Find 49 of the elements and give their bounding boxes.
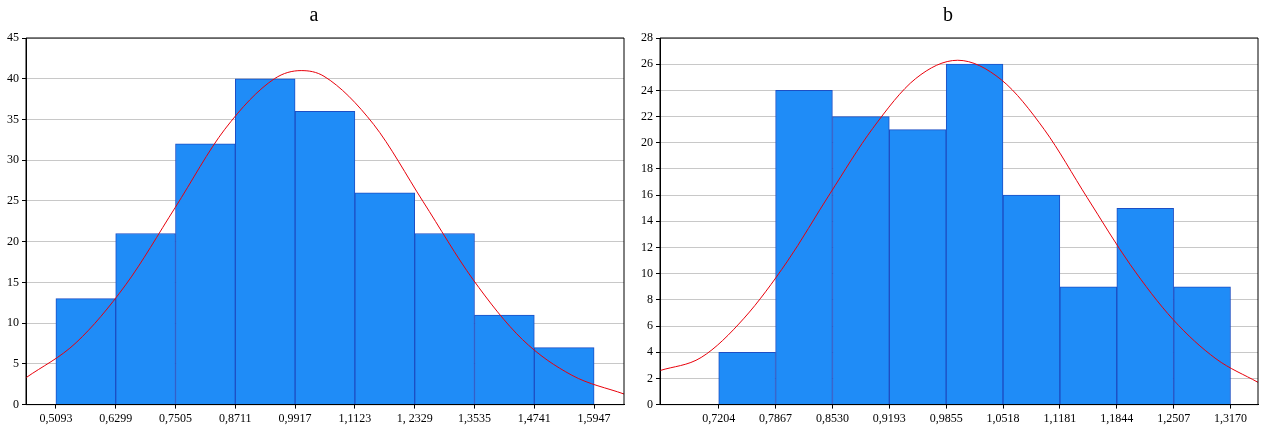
x-tick-label: 1,5947 [577,410,611,425]
x-tick-label: 1,0518 [986,410,1020,425]
x-tick-label: 1,1844 [1100,410,1134,425]
y-tick-label: 24 [641,82,653,97]
line-series [660,59,1258,383]
x-tick-label: 0,9917 [278,410,312,425]
y-tick-label: 28 [641,30,653,45]
y-tick-label: 5 [13,356,19,371]
y-tick-label: 25 [7,193,19,208]
x-tick-label: 0,5093 [39,410,73,425]
y-tick-label: 16 [641,187,653,202]
y-tick-label: 20 [641,134,653,149]
x-tick-label: 1, 2329 [396,410,433,425]
y-tick-label: 10 [641,265,653,280]
x-tick-label: 0,9855 [929,410,963,425]
y-tick-label: 2 [647,370,653,385]
y-tick-label: 45 [7,30,19,45]
x-tick-label: 0,6299 [99,410,133,425]
x-tick-label: 0,8711 [219,410,252,425]
y-tick-label: 15 [7,274,19,289]
x-tick-label: 0,7505 [159,410,192,425]
x-tick-label: 0,8530 [815,410,849,425]
y-tick-label: 18 [641,161,653,176]
y-tick-label: 26 [641,56,653,71]
x-tick-label: 0,9193 [872,410,906,425]
y-tick-label: 0 [647,396,653,411]
y-tick-label: 10 [7,315,19,330]
y-tick-label: 0 [13,396,19,411]
y-tick-label: 35 [7,111,19,126]
line-series [26,70,624,395]
y-tick-label: 8 [647,292,653,307]
y-tick-label: 30 [7,152,19,167]
y-tick-label: 20 [7,233,19,248]
y-tick-label: 12 [641,239,653,254]
y-tick-label: 14 [641,213,653,228]
x-tick-label: 1,4741 [517,410,551,425]
x-tick-label: 1,3170 [1214,410,1248,425]
chart-title: b [943,3,953,26]
y-tick-label: 6 [647,318,653,333]
x-tick-label: 1,3535 [458,410,491,425]
x-tick-label: 0,7204 [702,410,736,425]
x-tick-label: 0,7867 [759,410,793,425]
chart-title: a [309,3,319,26]
x-tick-label: 1,1181 [1043,410,1077,425]
y-tick-label: 22 [641,108,653,123]
x-tick-label: 1,2507 [1157,410,1191,425]
y-tick-label: 4 [647,344,653,359]
y-tick-label: 40 [7,70,19,85]
x-tick-label: 1,1123 [338,410,372,425]
